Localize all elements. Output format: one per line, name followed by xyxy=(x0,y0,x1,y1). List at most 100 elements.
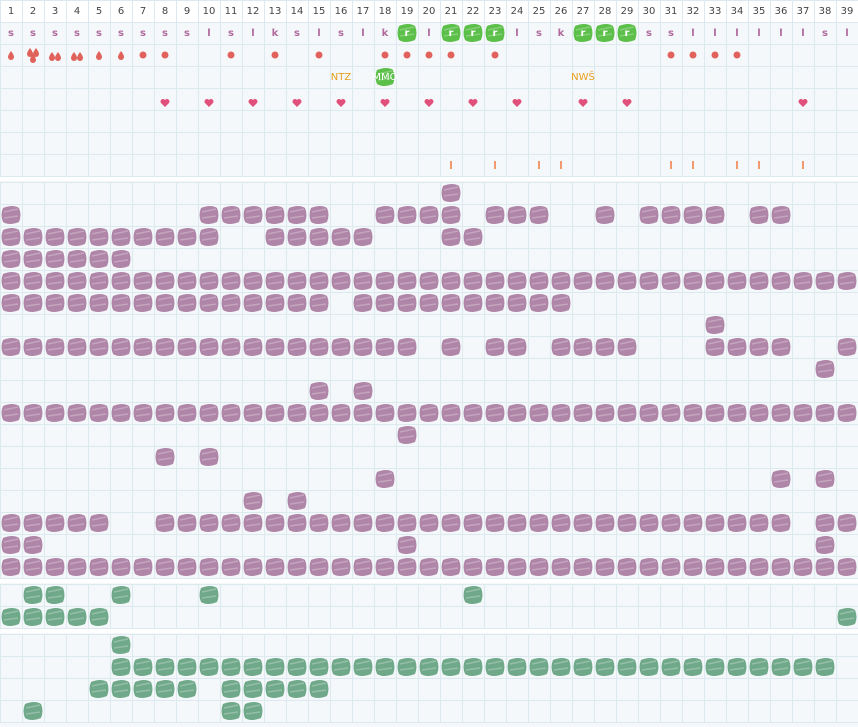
green_b-blob-shape xyxy=(265,658,285,676)
green_a-blob-shape xyxy=(67,608,87,626)
purple-blob-shape xyxy=(573,558,593,576)
purple-blob-shape xyxy=(221,558,241,576)
purple-blob-shape xyxy=(265,338,285,356)
purple-blob-scribble xyxy=(289,230,305,241)
purple-blob-shape xyxy=(199,404,219,422)
purple-blob-scribble xyxy=(245,274,261,285)
purple-blob-scribble xyxy=(91,406,107,417)
purple-blob-scribble xyxy=(531,208,547,219)
purple-blob xyxy=(375,272,395,290)
purple-blob-shape xyxy=(45,514,65,532)
purple-blob-scribble xyxy=(773,560,789,571)
purple-blob-shape xyxy=(331,228,351,246)
purple-blob-scribble xyxy=(355,274,371,285)
dot xyxy=(271,51,279,59)
purple-blob-scribble xyxy=(465,516,481,527)
purple-blob xyxy=(551,404,571,422)
purple-blob-shape xyxy=(177,514,197,532)
purple-blob-shape xyxy=(45,228,65,246)
purple-blob-shape xyxy=(837,558,857,576)
purple-blob-scribble xyxy=(443,208,459,219)
green_b-blob-shape xyxy=(375,658,395,676)
purple-blob-scribble xyxy=(421,208,437,219)
label-highlight xyxy=(375,68,395,86)
purple-blob-shape xyxy=(353,228,373,246)
purple-blob-scribble xyxy=(443,340,459,351)
green_b-blob xyxy=(177,680,197,698)
purple-blob xyxy=(595,206,615,224)
purple-blob-scribble xyxy=(311,560,327,571)
green_b-blob-scribble xyxy=(223,660,239,671)
purple-blob xyxy=(287,514,307,532)
purple-blob xyxy=(771,338,791,356)
purple-blob-scribble xyxy=(399,560,415,571)
dot xyxy=(161,51,169,59)
purple-blob xyxy=(199,558,219,576)
purple-blob xyxy=(287,338,307,356)
purple-blob-shape xyxy=(573,404,593,422)
purple-blob xyxy=(837,558,857,576)
dot xyxy=(425,51,433,59)
purple-blob xyxy=(1,206,21,224)
green_b-blob xyxy=(309,658,329,676)
purple-blob-shape xyxy=(683,514,703,532)
purple-blob-scribble xyxy=(135,340,151,351)
purple-blob xyxy=(309,558,329,576)
purple-blob xyxy=(441,228,461,246)
green_b-blob xyxy=(529,658,549,676)
purple-blob xyxy=(639,558,659,576)
purple-blob-scribble xyxy=(465,230,481,241)
purple-blob xyxy=(287,206,307,224)
purple-blob-scribble xyxy=(91,274,107,285)
purple-blob-shape xyxy=(287,272,307,290)
purple-blob-shape xyxy=(375,404,395,422)
letter: s xyxy=(668,28,674,39)
purple-blob-shape xyxy=(353,558,373,576)
green_b-blob-scribble xyxy=(399,660,415,671)
purple-blob-scribble xyxy=(91,340,107,351)
purple-blob-scribble xyxy=(817,472,833,483)
purple-blob-scribble xyxy=(69,252,85,263)
purple-blob-shape xyxy=(45,294,65,312)
purple-blob xyxy=(815,514,835,532)
dot xyxy=(381,51,389,59)
purple-blob-scribble xyxy=(443,516,459,527)
purple-blob-scribble xyxy=(289,494,305,505)
purple-blob-shape xyxy=(1,404,21,422)
purple-blob xyxy=(397,404,417,422)
purple-blob xyxy=(749,206,769,224)
purple-blob-shape xyxy=(771,206,791,224)
purple-blob-scribble xyxy=(751,406,767,417)
purple-blob-scribble xyxy=(223,296,239,307)
green_b-blob xyxy=(155,658,175,676)
purple-blob-scribble xyxy=(399,274,415,285)
purple-blob xyxy=(155,404,175,422)
purple-blob xyxy=(243,338,263,356)
purple-blob xyxy=(551,514,571,532)
purple-blob xyxy=(133,404,153,422)
purple-blob xyxy=(529,272,549,290)
purple-blob-shape xyxy=(441,514,461,532)
purple-blob-shape xyxy=(661,272,681,290)
purple-blob xyxy=(45,514,65,532)
purple-blob-shape xyxy=(67,404,87,422)
purple-blob-scribble xyxy=(311,230,327,241)
purple-blob xyxy=(815,404,835,422)
purple-blob xyxy=(243,272,263,290)
purple-blob-scribble xyxy=(597,516,613,527)
letter-highlight-shape xyxy=(617,24,637,42)
green_b-blob-scribble xyxy=(619,660,635,671)
purple-blob xyxy=(221,404,241,422)
letter-highlight xyxy=(441,24,461,42)
column-number: 27 xyxy=(577,6,590,17)
purple-blob-scribble xyxy=(3,406,19,417)
purple-blob-scribble xyxy=(47,560,63,571)
purple-blob xyxy=(67,250,87,268)
purple-blob-scribble xyxy=(3,252,19,263)
purple-blob-scribble xyxy=(245,494,261,505)
purple-blob xyxy=(199,338,219,356)
green_b-blob-scribble xyxy=(91,682,107,693)
purple-blob-shape xyxy=(375,294,395,312)
purple-blob xyxy=(221,272,241,290)
green_b-blob xyxy=(155,680,175,698)
